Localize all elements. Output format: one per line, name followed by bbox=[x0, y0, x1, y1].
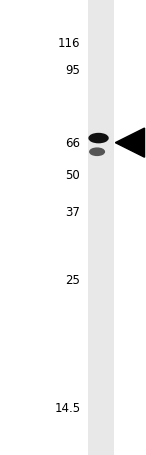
Polygon shape bbox=[115, 129, 145, 158]
Ellipse shape bbox=[90, 149, 104, 156]
Bar bbox=[88, 0, 114, 455]
Text: 50: 50 bbox=[66, 169, 80, 182]
Text: 25: 25 bbox=[65, 273, 80, 286]
Ellipse shape bbox=[89, 134, 108, 143]
Text: 14.5: 14.5 bbox=[54, 401, 80, 414]
Text: 66: 66 bbox=[65, 137, 80, 150]
Text: 116: 116 bbox=[58, 37, 80, 50]
Text: 37: 37 bbox=[65, 205, 80, 218]
Text: 95: 95 bbox=[65, 64, 80, 77]
